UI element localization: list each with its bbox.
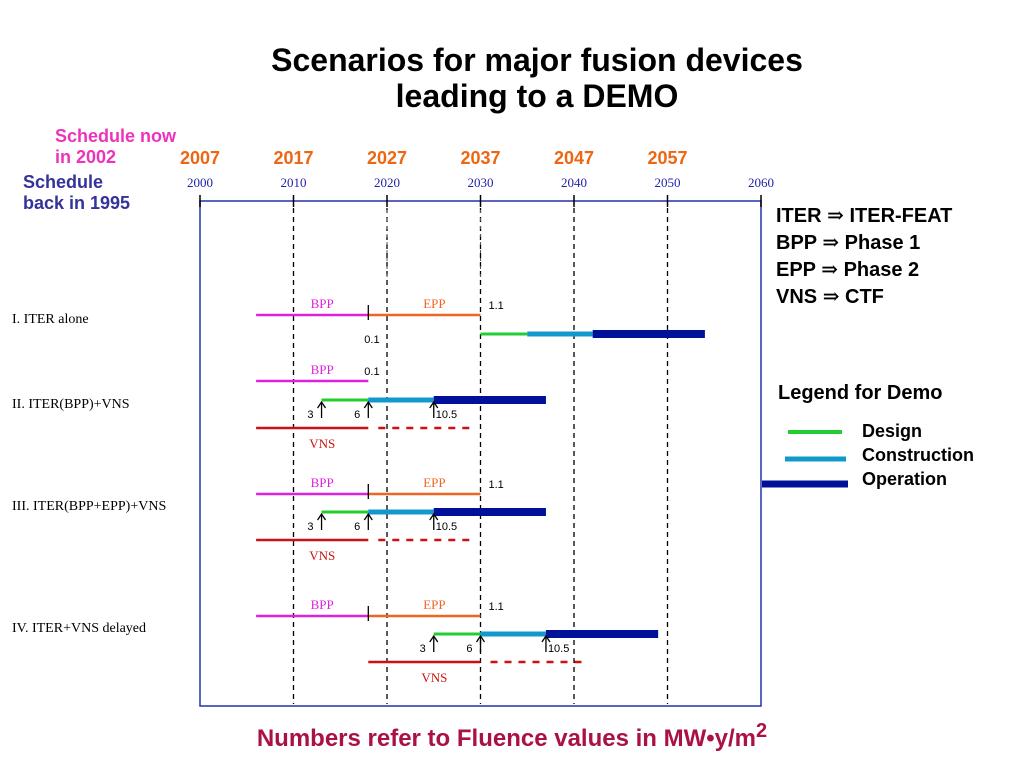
year-label-2002: 2037 — [460, 148, 500, 168]
rename-row: BPP ⇒ Phase 1 — [776, 230, 952, 257]
schedule-1995-line-1: Schedule — [23, 172, 104, 192]
rename-to: ITER-FEAT — [849, 205, 953, 227]
scenario-2-fluence-arrow-head — [429, 400, 439, 409]
implies-arrow: ⇒ — [827, 205, 844, 227]
scenario-1-epp-label: EPP — [423, 296, 445, 311]
legend-title: Legend for Demo — [778, 382, 943, 404]
year-label-2002: 2027 — [367, 148, 407, 168]
rename-list: ITER ⇒ ITER-FEAT BPP ⇒ Phase 1 EPP ⇒ Pha… — [776, 203, 952, 311]
footnote-text: Numbers refer to Fluence values in MW•y/… — [256, 725, 757, 752]
title-line-1: Scenarios for major fusion devices — [271, 42, 803, 78]
year-label-1995: 2020 — [374, 175, 400, 190]
scenario-3-fluence-arrow-head — [363, 512, 373, 521]
scenario-3-fluence-arrow-head — [429, 512, 439, 521]
page-title: Scenarios for major fusion devices leadi… — [0, 42, 1024, 114]
rename-to: CTF — [845, 286, 884, 308]
rename-row: EPP ⇒ Phase 2 — [776, 257, 952, 284]
scenario-4-fluence-mark: 10.5 — [548, 643, 569, 655]
scenario-1-fluence-epp-end: 1.1 — [489, 300, 504, 312]
title-line-2: leading to a DEMO — [395, 78, 679, 114]
scenario-1-fluence-bpp-end: 0.1 — [364, 334, 379, 346]
scenario-2-fluence-mark: 6 — [354, 409, 360, 421]
scenario-4-fluence-mark: 3 — [420, 643, 426, 655]
scenario-4-fluence-arrow-head — [429, 634, 439, 643]
year-label-1995: 2000 — [187, 175, 213, 190]
scenario-2-label: II. ITER(BPP)+VNS — [12, 397, 130, 412]
scenario-4-bpp-label: BPP — [311, 597, 334, 612]
scenario-3-bpp-label: BPP — [311, 475, 334, 490]
scenario-3-fluence-arrow-head — [317, 512, 327, 521]
scenario-4-epp-label: EPP — [423, 597, 445, 612]
scenario-3-fluence-mark: 3 — [307, 521, 313, 533]
scenario-2-fluence-bpp-end: 0.1 — [364, 366, 379, 378]
scenario-2-bpp-label: BPP — [311, 362, 334, 377]
year-label-1995: 2030 — [468, 175, 494, 190]
scenario-2-fluence-mark: 10.5 — [436, 409, 457, 421]
rename-row: VNS ⇒ CTF — [776, 284, 952, 311]
scenario-2-fluence-arrow-head — [317, 400, 327, 409]
implies-arrow: ⇒ — [822, 232, 840, 254]
scenario-3-fluence-mark: 6 — [354, 521, 360, 533]
rename-from: EPP — [776, 259, 816, 281]
schedule-1995-caption: Schedule back in 1995 — [23, 172, 130, 214]
scenario-4-fluence-arrow-head — [541, 634, 551, 643]
scenario-3-fluence-mark: 10.5 — [436, 521, 457, 533]
year-label-1995: 2010 — [281, 175, 307, 190]
year-label-2002: 2007 — [180, 148, 220, 168]
scenario-3-label: III. ITER(BPP+EPP)+VNS — [12, 499, 166, 514]
rename-from: BPP — [776, 232, 817, 254]
year-label-2002: 2017 — [273, 148, 313, 168]
scenario-2-fluence-arrow-head — [363, 400, 373, 409]
rename-row: ITER ⇒ ITER-FEAT — [776, 203, 952, 230]
rename-to: Phase 1 — [844, 232, 921, 254]
scenario-4-label: IV. ITER+VNS delayed — [12, 621, 146, 636]
rename-from: VNS — [776, 286, 818, 308]
legend-label-design: Design — [862, 421, 923, 441]
scenario-3-epp-label: EPP — [423, 475, 445, 490]
schedule-2002-line-1: Schedule now — [55, 126, 177, 146]
scenario-1-label: I. ITER alone — [12, 312, 89, 327]
year-label-2002: 2057 — [647, 148, 687, 168]
scenario-4-fluence-arrow-head — [475, 634, 486, 643]
year-label-2002: 2047 — [554, 148, 594, 168]
scenario-2-vns-label: VNS — [309, 436, 335, 451]
fluence-footnote: Numbers refer to Fluence values in MW•y/… — [0, 720, 1024, 753]
scenario-1-bpp-label: BPP — [311, 296, 334, 311]
rename-to: Phase 2 — [843, 259, 920, 281]
schedule-2002-line-2: in 2002 — [55, 147, 117, 167]
scenario-4-fluence-mark: 6 — [466, 643, 472, 655]
schedule-2002-caption: Schedule now in 2002 — [55, 126, 176, 168]
year-label-1995: 2040 — [561, 175, 587, 190]
legend-label-operation: Operation — [862, 469, 948, 489]
scenario-3-vns-label: VNS — [309, 548, 335, 563]
implies-arrow: ⇒ — [822, 286, 840, 308]
rename-from: ITER — [776, 205, 822, 227]
scenario-4-vns-label: VNS — [421, 670, 447, 685]
legend-label-construction: Construction — [862, 445, 974, 465]
year-label-1995: 2060 — [748, 175, 774, 190]
implies-arrow: ⇒ — [821, 259, 838, 281]
schedule-1995-line-2: back in 1995 — [23, 193, 131, 213]
footnote-superscript: 2 — [756, 720, 768, 742]
scenario-4-fluence-epp-end: 1.1 — [489, 601, 504, 613]
scenario-3-fluence-epp-end: 1.1 — [489, 479, 504, 491]
scenario-2-fluence-mark: 3 — [307, 409, 313, 421]
year-label-1995: 2050 — [655, 175, 681, 190]
